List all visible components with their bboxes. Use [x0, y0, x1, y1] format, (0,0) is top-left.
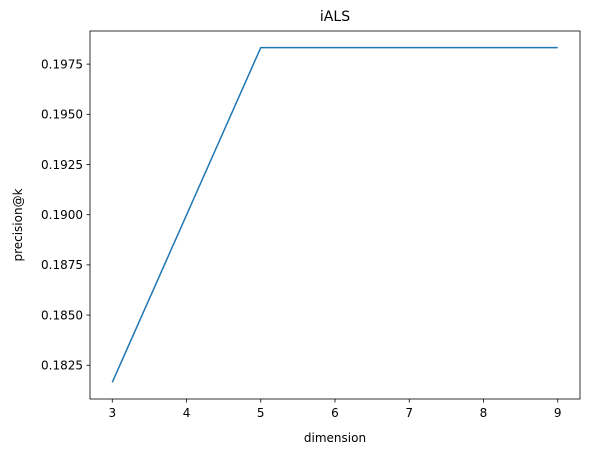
y-tick-label: 0.1975 [41, 57, 83, 71]
y-tick-label: 0.1850 [41, 308, 83, 322]
y-tick-label: 0.1825 [41, 359, 83, 373]
series-layer [111, 46, 558, 383]
y-tick-label: 0.1950 [41, 108, 83, 122]
y-tick-label: 0.1925 [41, 158, 83, 172]
axes-spines [89, 30, 581, 400]
y-axis: 0.1825 0.1850 0.1875 0.1900 0.1925 0.1950 0.19… [41, 57, 90, 373]
x-tick-label: 7 [405, 406, 413, 420]
x-tick-label: 9 [554, 406, 562, 420]
series-line-0 [111, 46, 558, 383]
y-tick-label: 0.1875 [41, 258, 83, 272]
plot-background [90, 31, 580, 399]
x-axis: 3 4 5 6 7 8 9 [108, 399, 562, 420]
x-tick-label: 4 [183, 406, 191, 420]
x-tick-label: 6 [331, 406, 339, 420]
plot-area [90, 31, 580, 399]
y-tick-label: 0.1900 [41, 208, 83, 222]
chart-title: iALS [320, 9, 350, 25]
x-tick-label: 5 [257, 406, 265, 420]
x-tick-label: 3 [108, 406, 116, 420]
plot-frame [89, 30, 581, 400]
y-axis-label: precision@k [11, 188, 25, 261]
x-axis-label: dimension [304, 431, 366, 445]
x-tick-label: 8 [480, 406, 488, 420]
